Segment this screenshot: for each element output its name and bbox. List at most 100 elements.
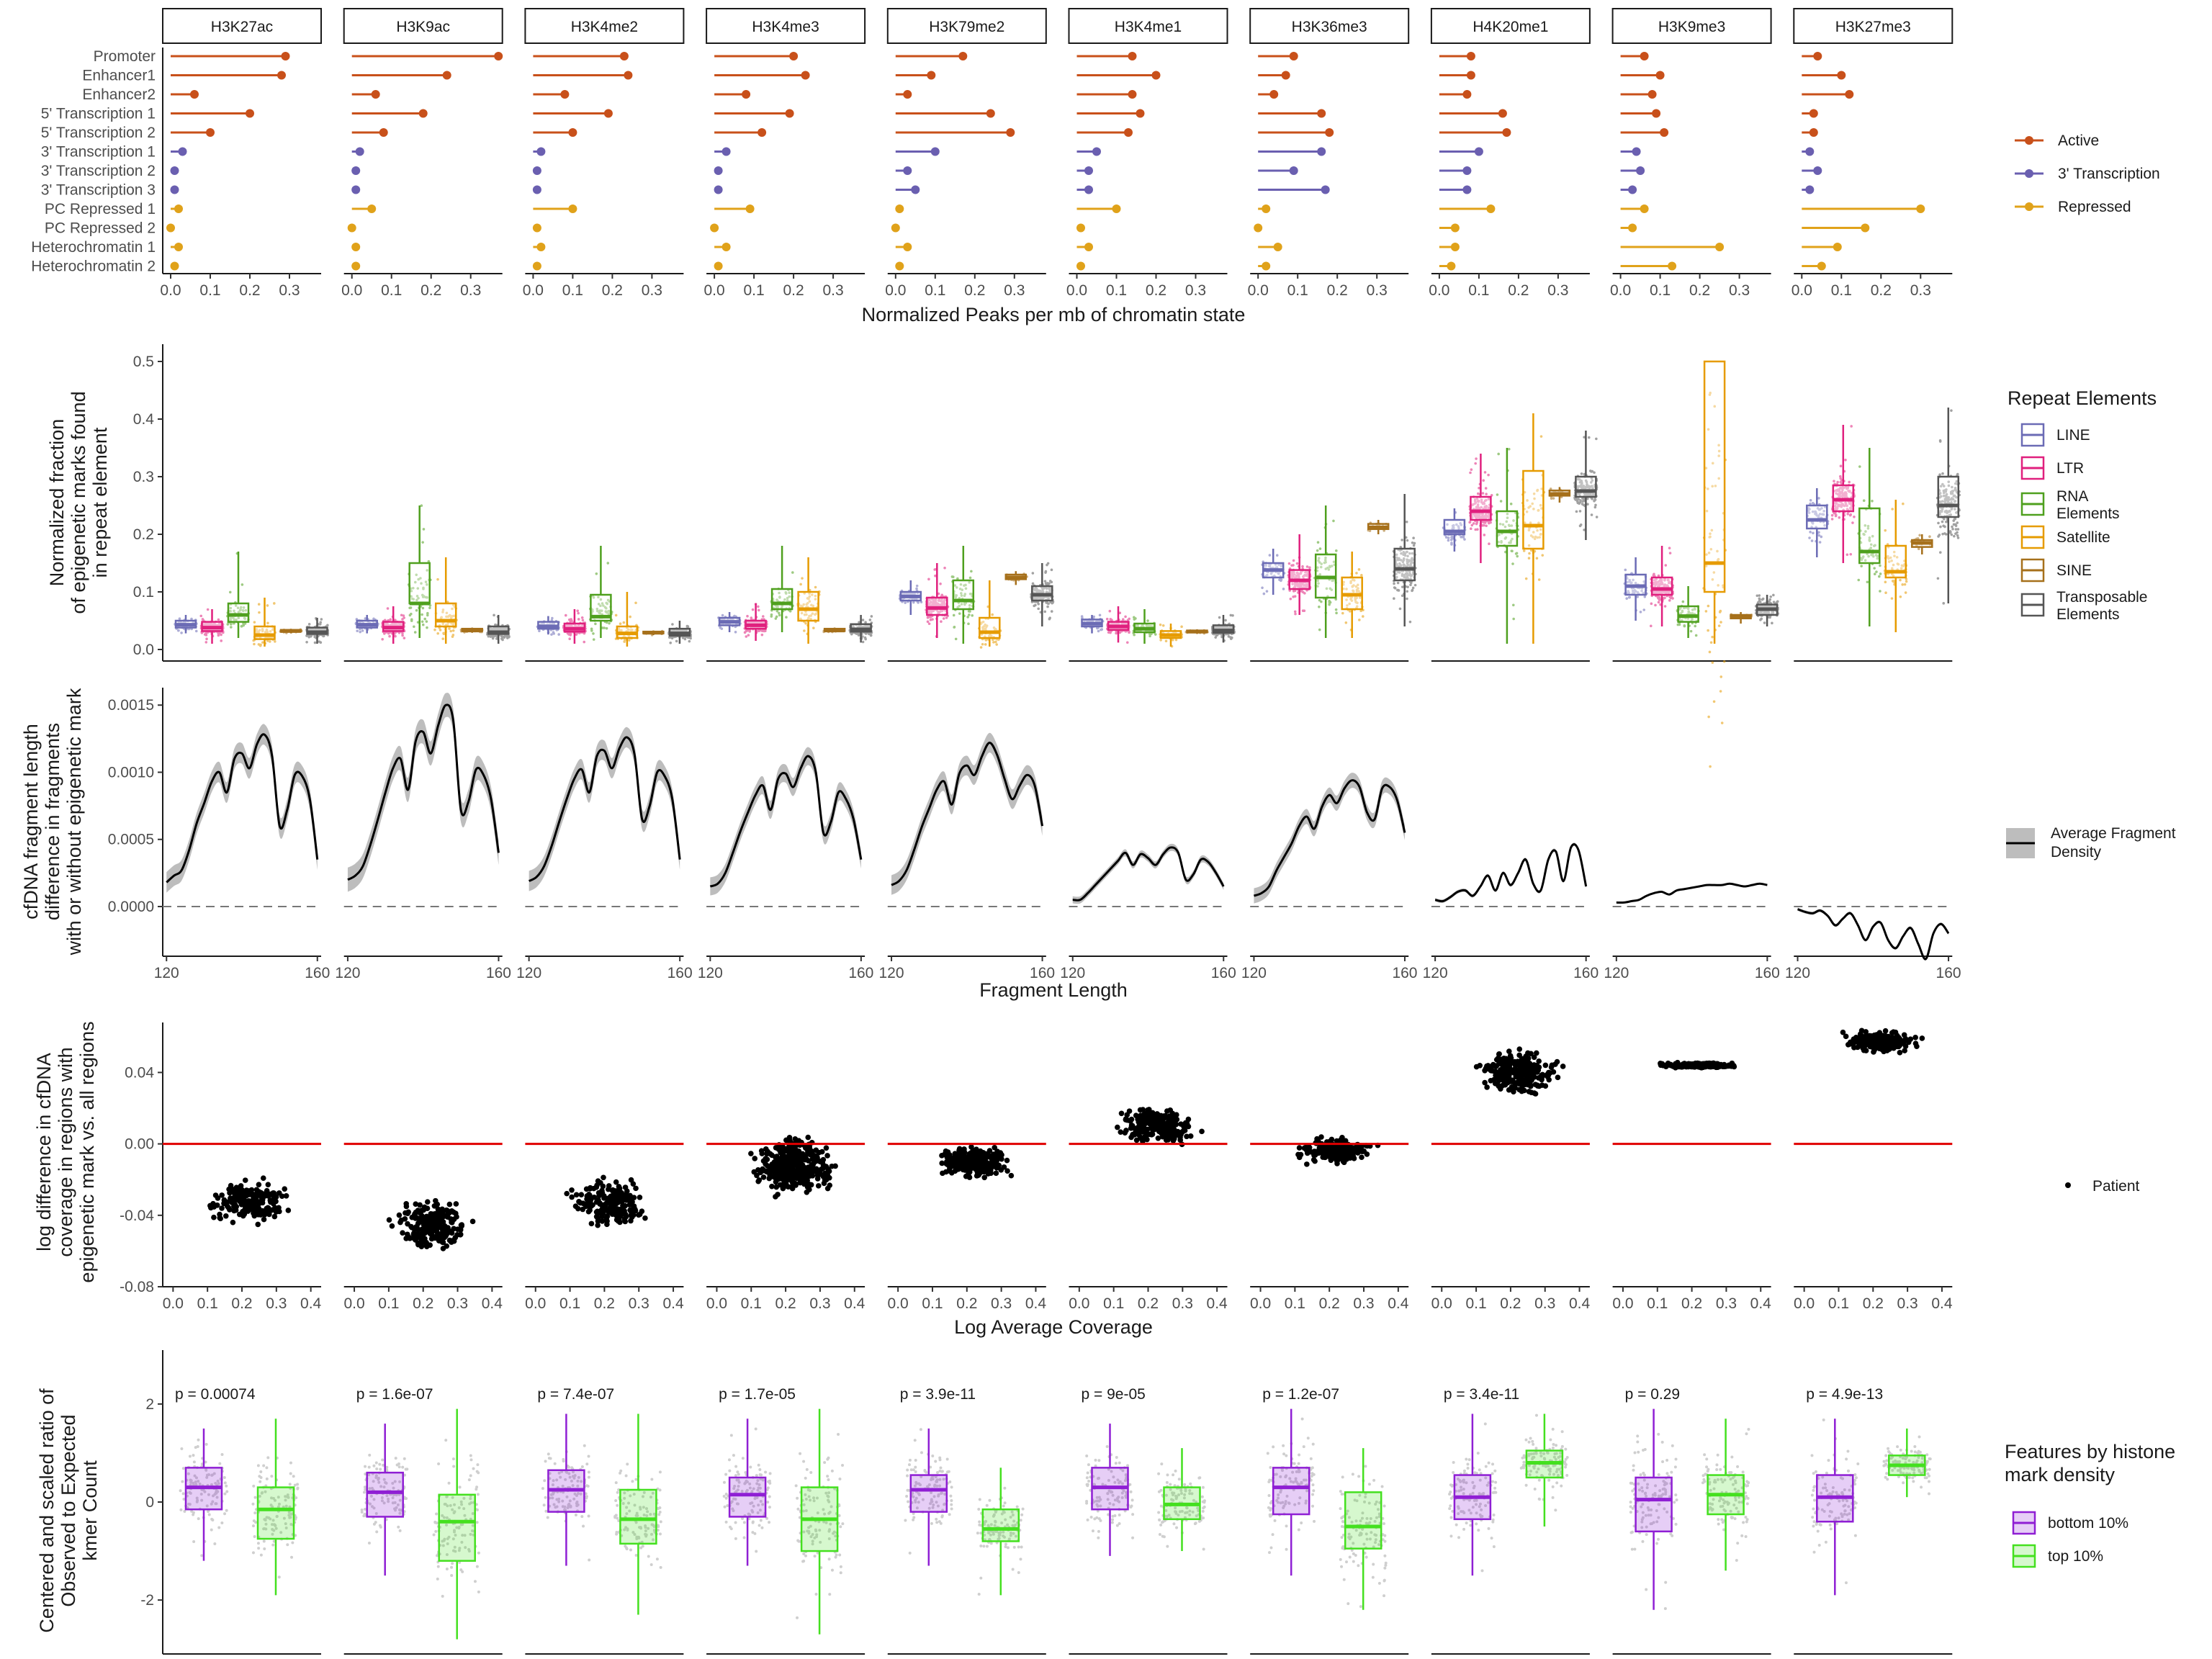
- p1-x-tick-label: 0.1: [199, 282, 220, 299]
- lollipop-point: [1450, 223, 1460, 233]
- lollipop-point: [757, 128, 767, 137]
- jitter-point: [229, 618, 233, 621]
- p1-x-tick-label: 0.0: [160, 282, 181, 299]
- jitter-point: [564, 613, 567, 617]
- jitter-point: [721, 613, 724, 617]
- lollipop-point: [1128, 52, 1137, 60]
- lollipop-point: [1092, 147, 1101, 156]
- jitter-point: [1511, 562, 1514, 565]
- jitter-point: [669, 641, 673, 644]
- jitter-point: [915, 584, 919, 588]
- lollipop-point: [742, 90, 751, 99]
- lollipop-point: [532, 185, 541, 194]
- jitter-point: [577, 611, 580, 615]
- jitter-point: [943, 566, 946, 570]
- jitter-point: [1515, 552, 1519, 555]
- lollipop-point: [710, 223, 719, 233]
- jitter-point: [1527, 557, 1531, 560]
- strip-box-H3K27ac: [162, 8, 322, 44]
- jitter-point: [984, 643, 987, 646]
- strip-label-H4K20me1: H4K20me1: [1473, 19, 1548, 35]
- jitter-point: [812, 626, 815, 629]
- lollipop-point: [1006, 128, 1015, 137]
- jitter-point: [1487, 473, 1490, 477]
- jitter-point: [1537, 578, 1541, 581]
- jitter-point: [180, 631, 183, 634]
- strip-label-H3K27me3: H3K27me3: [1835, 19, 1911, 35]
- jitter-point: [915, 587, 918, 590]
- jitter-point: [439, 629, 442, 631]
- jitter-point: [1405, 520, 1408, 523]
- jitter-point: [1470, 523, 1474, 527]
- lollipop-point: [170, 185, 179, 194]
- jitter-point: [967, 622, 970, 626]
- jitter-point: [967, 610, 971, 613]
- jitter-point: [203, 633, 207, 636]
- lollipop-point: [1845, 90, 1854, 99]
- jitter-point: [757, 608, 760, 612]
- jitter-point: [538, 629, 541, 633]
- jitter-point: [1262, 592, 1266, 595]
- p1-x-tick-label: 0.2: [1871, 282, 1892, 299]
- p1-x-tick-label: 0.2: [602, 282, 623, 299]
- box-RNA: [952, 579, 975, 611]
- jitter-point: [870, 615, 873, 618]
- jitter-point: [257, 603, 261, 606]
- jitter-point: [1624, 568, 1627, 572]
- jitter-point: [760, 633, 764, 637]
- lollipop-point: [1289, 166, 1298, 175]
- lollipop-point: [351, 243, 361, 251]
- jitter-point: [1294, 612, 1297, 616]
- lollipop-point: [190, 90, 199, 99]
- lollipop-point: [347, 223, 356, 233]
- jitter-point: [775, 609, 779, 613]
- jitter-point: [1593, 499, 1596, 503]
- jitter-point: [1048, 582, 1051, 585]
- jitter-point: [1050, 568, 1053, 572]
- jitter-point: [745, 629, 748, 633]
- lollipop-point: [927, 71, 936, 80]
- p1-x-tick-label: 0.0: [1066, 282, 1087, 299]
- lollipop-point: [1124, 128, 1133, 137]
- jitter-point: [490, 634, 494, 638]
- jitter-point: [449, 629, 453, 633]
- jitter-point: [493, 613, 495, 617]
- jitter-point: [266, 630, 269, 634]
- jitter-point: [1159, 623, 1162, 626]
- jitter-point: [757, 605, 760, 608]
- jitter-point: [217, 634, 220, 637]
- state-label: 3' Transcription 3: [41, 182, 156, 199]
- jitter-point: [261, 628, 264, 631]
- jitter-point: [1593, 505, 1597, 509]
- jitter-point: [236, 606, 240, 610]
- jitter-point: [1482, 479, 1485, 482]
- lollipop-point: [1466, 52, 1475, 60]
- state-label: Enhancer1: [82, 68, 156, 84]
- jitter-point: [1643, 595, 1647, 598]
- jitter-point: [1261, 586, 1264, 590]
- state-label: PC Repressed 2: [45, 220, 156, 237]
- lollipop-point: [1640, 204, 1649, 213]
- lollipop-point: [1813, 52, 1822, 60]
- p1-x-tick-label: 0.1: [1106, 282, 1127, 299]
- lollipop-point: [277, 71, 286, 80]
- jitter-point: [1362, 615, 1364, 618]
- lollipop-point: [1317, 109, 1326, 118]
- jitter-point: [389, 618, 392, 621]
- jitter-point: [1594, 503, 1597, 507]
- jitter-point: [1541, 554, 1545, 557]
- jitter-point: [550, 633, 553, 636]
- jitter-point: [1408, 620, 1412, 624]
- lollipop-point: [1128, 90, 1137, 99]
- lollipop-point: [174, 243, 183, 251]
- p1-x-tick-label: 0.2: [1508, 282, 1529, 299]
- strip-label-H3K27ac: H3K27ac: [211, 19, 273, 35]
- jitter-point: [1393, 587, 1397, 590]
- jitter-point: [1401, 539, 1403, 541]
- strip-label-H3K36me3: H3K36me3: [1292, 19, 1367, 35]
- lollipop-point: [903, 166, 912, 175]
- jitter-point: [1483, 521, 1485, 524]
- lollipop-point: [745, 204, 755, 213]
- jitter-point: [671, 623, 674, 626]
